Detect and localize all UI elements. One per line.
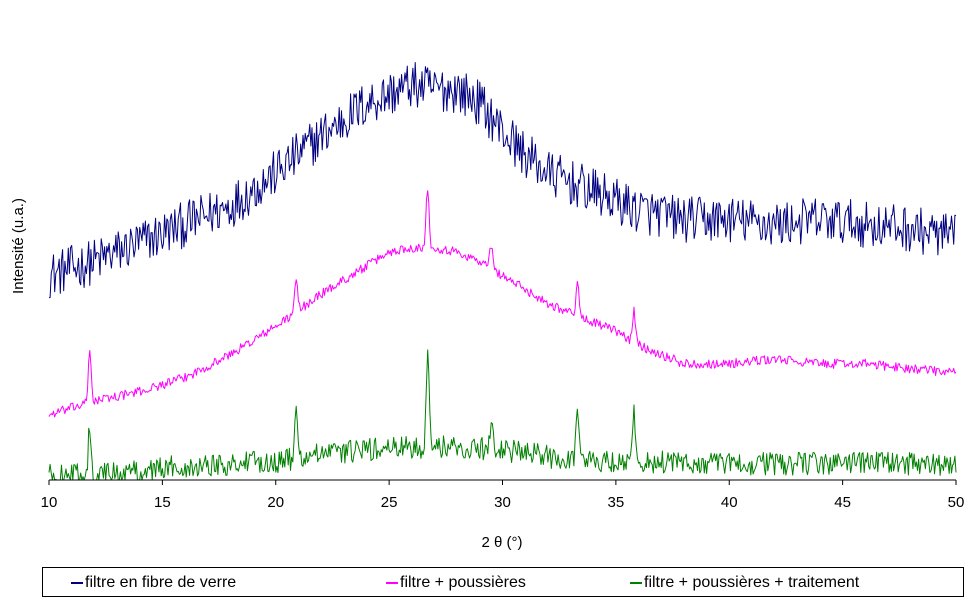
x-axis-label: 2 θ (°) [481, 534, 522, 551]
series-line-3 [48, 349, 957, 481]
plot-lines [48, 62, 957, 481]
legend-swatch-series-3 [630, 582, 642, 584]
x-tick-label: 45 [834, 494, 851, 511]
x-tick-label: 50 [948, 494, 965, 511]
series-line-1 [48, 62, 957, 299]
legend: filtre en fibre de verre filtre + poussi… [42, 567, 964, 597]
legend-swatch-series-1 [71, 582, 83, 584]
x-ticks: 10 15 20 25 30 35 40 45 50 [41, 480, 965, 511]
y-axis-label: Intensité (u.a.) [10, 198, 27, 294]
series-line-2 [48, 190, 957, 418]
legend-item-series-1: filtre en fibre de verre [71, 573, 236, 593]
x-tick-label: 35 [608, 494, 625, 511]
legend-label-series-1: filtre en fibre de verre [85, 574, 237, 591]
x-tick-label: 15 [154, 494, 171, 511]
x-tick-label: 25 [381, 494, 398, 511]
legend-label-series-3: filtre + poussières + traitement [644, 574, 860, 591]
legend-label-series-2: filtre + poussières [400, 574, 526, 591]
x-tick-label: 30 [494, 494, 511, 511]
legend-item-series-2: filtre + poussières [386, 573, 526, 593]
x-tick-label: 40 [721, 494, 738, 511]
legend-item-series-3: filtre + poussières + traitement [630, 573, 859, 593]
x-tick-label: 10 [41, 494, 58, 511]
x-tick-label: 20 [267, 494, 284, 511]
legend-swatch-series-2 [386, 582, 398, 584]
